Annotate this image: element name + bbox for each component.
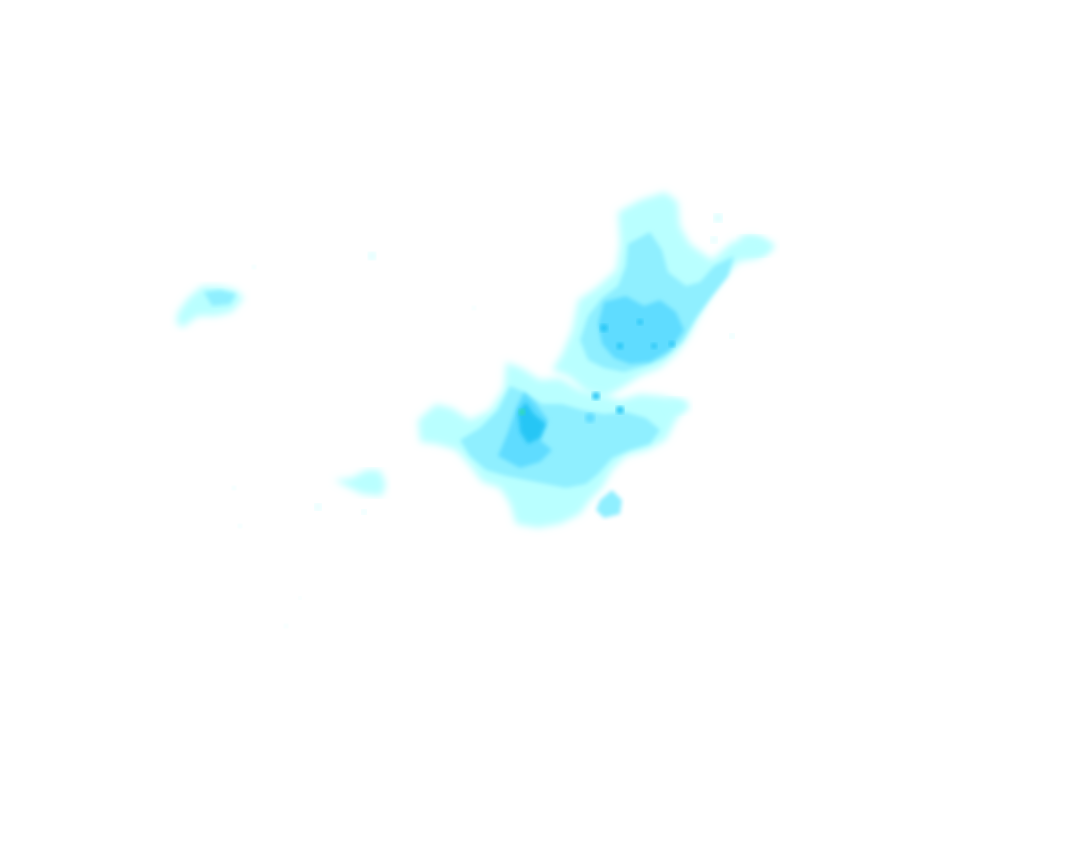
rain-cell-southwest xyxy=(232,306,476,628)
rain-cell-central xyxy=(418,362,690,528)
rain-cell-northeast xyxy=(552,192,776,398)
rain-cell-west xyxy=(176,252,376,328)
